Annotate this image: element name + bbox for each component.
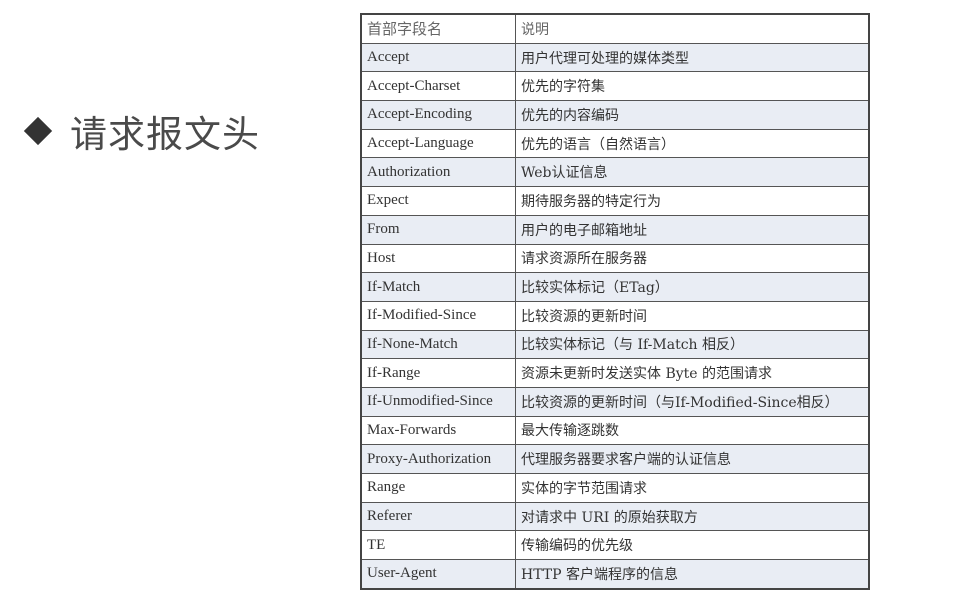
table-row: Expect 期待服务器的特定行为 (360, 186, 870, 216)
header-field-name: 首部字段名 (360, 13, 516, 44)
description-cell: 优先的字符集 (515, 71, 870, 102)
description-cell: 资源未更新时发送实体 Byte 的范围请求 (515, 358, 870, 388)
table-row: If-Match 比较实体标记（ETag） (360, 272, 870, 302)
table-row: If-Modified-Since 比较资源的更新时间 (360, 300, 870, 331)
description-cell: 最大传输逐跳数 (515, 415, 870, 446)
table-row: If-Range 资源未更新时发送实体 Byte 的范围请求 (360, 358, 870, 388)
description-cell: 对请求中 URI 的原始获取方 (515, 501, 870, 532)
table-row: If-Unmodified-Since 比较资源的更新时间（与If-Modifie… (360, 386, 870, 417)
description-cell: 实体的字节范围请求 (515, 473, 870, 503)
table-row: From 用户的电子邮箱地址 (360, 214, 870, 245)
description-cell: 优先的语言（自然语言） (515, 128, 870, 159)
table-row: Max-Forwards 最大传输逐跳数 (360, 415, 870, 446)
description-cell: 比较实体标记（与 If-Match 相反） (515, 329, 870, 360)
table-row: Accept-Charset 优先的字符集 (360, 71, 870, 102)
diamond-bullet-icon (23, 116, 53, 146)
field-name-cell: Expect (360, 186, 516, 216)
field-name-cell: From (360, 214, 516, 245)
table-row: TE 传输编码的优先级 (360, 530, 870, 561)
field-name-cell: If-Unmodified-Since (360, 386, 516, 417)
field-name-cell: TE (360, 530, 516, 561)
description-cell: 用户代理可处理的媒体类型 (515, 42, 870, 73)
table-row: Proxy-Authorization 代理服务器要求客户端的认证信息 (360, 444, 870, 474)
table-row: Referer 对请求中 URI 的原始获取方 (360, 501, 870, 532)
field-name-cell: If-None-Match (360, 329, 516, 360)
table-header-row: 首部字段名 说明 (360, 13, 870, 44)
field-name-cell: If-Modified-Since (360, 300, 516, 331)
heading-text: 请求报文头 (70, 113, 260, 156)
field-name-cell: Max-Forwards (360, 415, 516, 446)
field-name-cell: Range (360, 473, 516, 503)
field-name-cell: Accept-Encoding (360, 100, 516, 130)
table-row: Accept-Encoding 优先的内容编码 (360, 100, 870, 130)
field-name-cell: Referer (360, 501, 516, 532)
field-name-cell: Accept (360, 42, 516, 73)
field-name-cell: Proxy-Authorization (360, 444, 516, 474)
description-cell: 传输编码的优先级 (515, 530, 870, 561)
field-name-cell: Accept-Language (360, 128, 516, 159)
description-cell: 请求资源所在服务器 (515, 243, 870, 274)
field-name-cell: Host (360, 243, 516, 274)
table-row: Authorization Web认证信息 (360, 157, 870, 188)
description-cell: 代理服务器要求客户端的认证信息 (515, 444, 870, 474)
table-row: Range 实体的字节范围请求 (360, 473, 870, 503)
table-row: User-Agent HTTP 客户端程序的信息 (360, 559, 870, 590)
table-row: Accept 用户代理可处理的媒体类型 (360, 42, 870, 73)
description-cell: Web认证信息 (515, 157, 870, 188)
description-cell: 比较资源的更新时间 (515, 300, 870, 331)
description-cell: 用户的电子邮箱地址 (515, 214, 870, 245)
field-name-cell: Accept-Charset (360, 71, 516, 102)
description-cell: 优先的内容编码 (515, 100, 870, 130)
field-name-cell: If-Range (360, 358, 516, 388)
field-name-cell: Authorization (360, 157, 516, 188)
table-row: Host 请求资源所在服务器 (360, 243, 870, 274)
description-cell: 比较实体标记（ETag） (515, 272, 870, 302)
field-name-cell: If-Match (360, 272, 516, 302)
table-row: If-None-Match 比较实体标记（与 If-Match 相反） (360, 329, 870, 360)
description-cell: 比较资源的更新时间（与If-Modified-Since相反） (515, 386, 870, 417)
table-row: Accept-Language 优先的语言（自然语言） (360, 128, 870, 159)
request-headers-table: 首部字段名 说明 Accept 用户代理可处理的媒体类型 Accept-Charse… (360, 13, 870, 590)
field-name-cell: User-Agent (360, 559, 516, 590)
header-description: 说明 (515, 13, 870, 44)
slide-heading: 请求报文头 (22, 104, 260, 158)
description-cell: 期待服务器的特定行为 (515, 186, 870, 216)
description-cell: HTTP 客户端程序的信息 (515, 559, 870, 590)
